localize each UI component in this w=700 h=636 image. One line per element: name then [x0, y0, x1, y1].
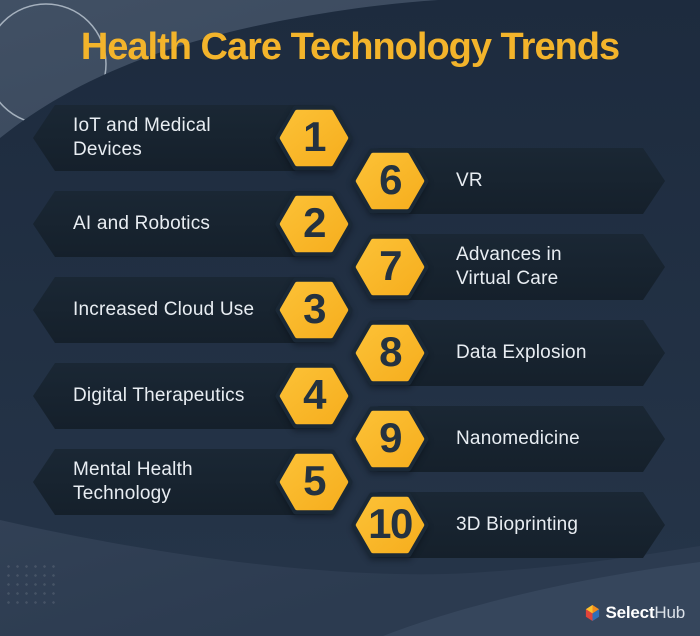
trend-label: 3D Bioprinting [456, 514, 579, 536]
trend-item-6: VR 6 [0, 148, 700, 214]
trend-banner: IoT and Medical Devices [33, 105, 332, 171]
trend-label: Nanomedicine [456, 428, 580, 450]
trend-number-badge: 4 [275, 363, 353, 429]
trend-number: 1 [303, 113, 326, 160]
brand-name-bold: Select [605, 603, 655, 622]
trend-label: Advances in Virtual Care [456, 244, 562, 289]
trend-number-badge: 1 [275, 105, 353, 171]
trend-label: IoT and Medical Devices [73, 115, 211, 160]
trend-item-10: 3D Bioprinting 10 [0, 492, 700, 558]
trend-label: Increased Cloud Use [73, 299, 255, 321]
trend-label: VR [456, 170, 483, 192]
trend-number-badge: 8 [351, 320, 429, 386]
trend-item-5: Mental Health Technology 5 [0, 449, 700, 515]
trend-number: 2 [303, 199, 326, 246]
trend-item-8: Data Explosion 8 [0, 320, 700, 386]
trend-number-badge: 9 [351, 406, 429, 472]
trend-number: 6 [379, 156, 402, 203]
trend-label: Mental Health Technology [73, 459, 193, 504]
bottom-right-wave [383, 562, 700, 636]
trend-number: 5 [303, 457, 326, 504]
trend-number-badge: 6 [351, 148, 429, 214]
trend-number-badge: 10 [351, 492, 429, 558]
trend-label: Data Explosion [456, 342, 587, 364]
trend-number: 7 [379, 242, 402, 289]
trend-label: Digital Therapeutics [73, 385, 245, 407]
trend-item-3: Increased Cloud Use 3 [0, 277, 700, 343]
trend-item-9: Nanomedicine 9 [0, 406, 700, 472]
trend-number: 10 [368, 500, 413, 547]
trend-number-badge: 5 [275, 449, 353, 515]
trend-number-badge: 7 [351, 234, 429, 300]
brand-logo: SelectHub [584, 603, 685, 623]
dot-grid-decoration [4, 562, 56, 610]
trend-number-badge: 2 [275, 191, 353, 257]
trend-item-2: AI and Robotics 2 [0, 191, 700, 257]
trend-item-4: Digital Therapeutics 4 [0, 363, 700, 429]
page-title: Health Care Technology Trends [80, 26, 620, 68]
trend-number: 8 [379, 328, 402, 375]
trend-number: 4 [303, 371, 326, 418]
brand-name-light: Hub [654, 603, 685, 622]
cube-icon [585, 604, 599, 622]
trend-number-badge: 3 [275, 277, 353, 343]
trend-item-7: Advances in Virtual Care 7 [0, 234, 700, 300]
trend-label: AI and Robotics [73, 213, 211, 235]
trend-item-1: IoT and Medical Devices 1 [0, 105, 700, 171]
trend-number: 3 [303, 285, 326, 332]
trend-number: 9 [379, 414, 402, 461]
